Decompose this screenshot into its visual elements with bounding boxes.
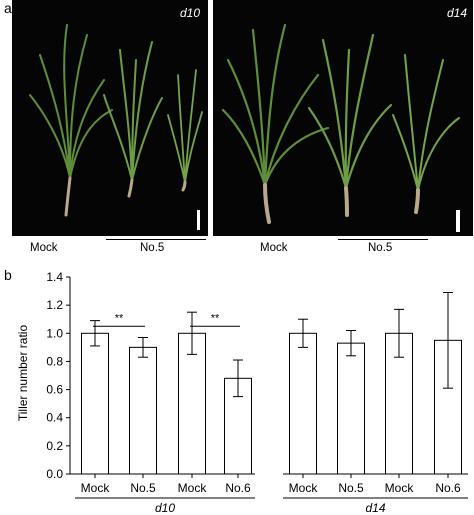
y-tick-label: 1.0: [46, 326, 63, 340]
scale-bar: [456, 210, 460, 232]
x-tick-label: Mock: [81, 481, 111, 495]
tiller-ratio-chart: Tiller number ratio 0.0 0.2 0.4 0.6 0.8 1.0 1.…: [16, 270, 468, 515]
y-tick-label: 0.6: [46, 383, 63, 397]
x-tick-label: Mock: [178, 481, 208, 495]
bar: [129, 346, 157, 475]
significance-markers: ** **: [93, 312, 240, 327]
scale-bar: [197, 210, 200, 230]
left-treatment-bracket: [106, 239, 206, 240]
bars: [70, 291, 468, 478]
x-tick-label: Mock: [289, 481, 319, 495]
left-plant-illustration: [29, 24, 203, 230]
y-tick-label: 0.0: [46, 467, 63, 481]
x-tick-label: Mock: [385, 481, 415, 495]
bar: [81, 332, 109, 475]
y-tick-label: 0.4: [46, 411, 63, 425]
right-plant-photo: d14: [213, 0, 473, 236]
y-tick-label: 0.2: [46, 439, 63, 453]
x-tick-label: No.6: [225, 481, 251, 495]
y-tick-label: 1.4: [46, 270, 63, 284]
x-axis-labels: Mock No.5 Mock No.6 Mock No.5 Mock No.6: [81, 481, 461, 495]
right-treatment-bracket: [338, 239, 428, 240]
x-tick-label: No.5: [130, 481, 156, 495]
left-treatment-label: No.5: [140, 242, 165, 254]
right-mock-label: Mock: [260, 242, 288, 254]
bar: [289, 332, 317, 475]
day-tag-right: d14: [446, 6, 467, 20]
significance-stars: **: [115, 312, 124, 324]
significance-stars: **: [211, 312, 220, 324]
x-tick-label: No.5: [338, 481, 364, 495]
x-tick-label: No.6: [435, 481, 461, 495]
group-label: d10: [155, 501, 175, 515]
y-tick-label: 0.8: [46, 354, 63, 368]
y-tick-label: 1.2: [46, 298, 63, 312]
right-plant-illustration: [221, 23, 460, 232]
day-tag-left: d10: [179, 6, 200, 20]
group-label: d14: [365, 501, 385, 515]
right-treatment-label: No.5: [368, 242, 393, 254]
bar: [337, 342, 365, 475]
left-plant-photo: d10: [12, 0, 208, 236]
left-mock-label: Mock: [30, 242, 58, 254]
y-axis-label: Tiller number ratio: [16, 325, 30, 422]
panel-b-label: b: [4, 267, 12, 283]
y-axis: 0.0 0.2 0.4 0.6 0.8 1.0 1.2 1.4: [46, 270, 71, 481]
group-labels: d10 d14: [75, 497, 468, 515]
panel-a-label: a: [4, 0, 12, 16]
